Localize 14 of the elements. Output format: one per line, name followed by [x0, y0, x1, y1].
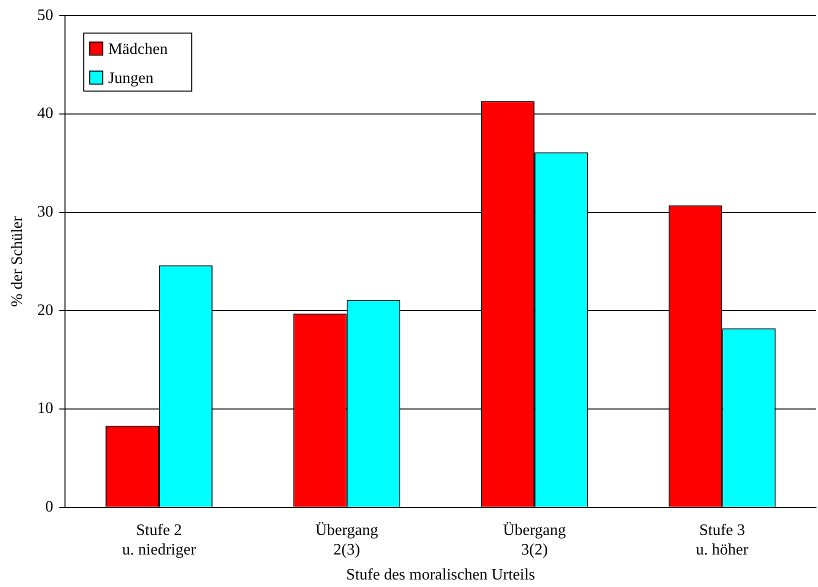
- legend-label: Mädchen: [108, 40, 168, 58]
- y-tick-label: 0: [45, 498, 54, 516]
- y-tick-label: 30: [37, 204, 54, 221]
- x-axis-title: Stufe des moralischen Urteils: [346, 566, 536, 584]
- x-tick-label: Stufe 3 u. höher: [696, 522, 750, 558]
- y-tick-label: 10: [37, 400, 54, 418]
- x-tick-label: Übergang 3(2): [503, 522, 566, 558]
- x-tick-label: Übergang 2(3): [315, 522, 378, 558]
- legend-label: Jungen: [108, 70, 154, 87]
- y-tick-label: 20: [37, 302, 54, 319]
- y-axis-title: % der Schüler: [8, 216, 26, 307]
- x-tick-label: Stufe 2 u. niedriger: [122, 522, 197, 558]
- y-tick-label: 50: [37, 6, 54, 24]
- y-tick-label: 40: [37, 105, 54, 122]
